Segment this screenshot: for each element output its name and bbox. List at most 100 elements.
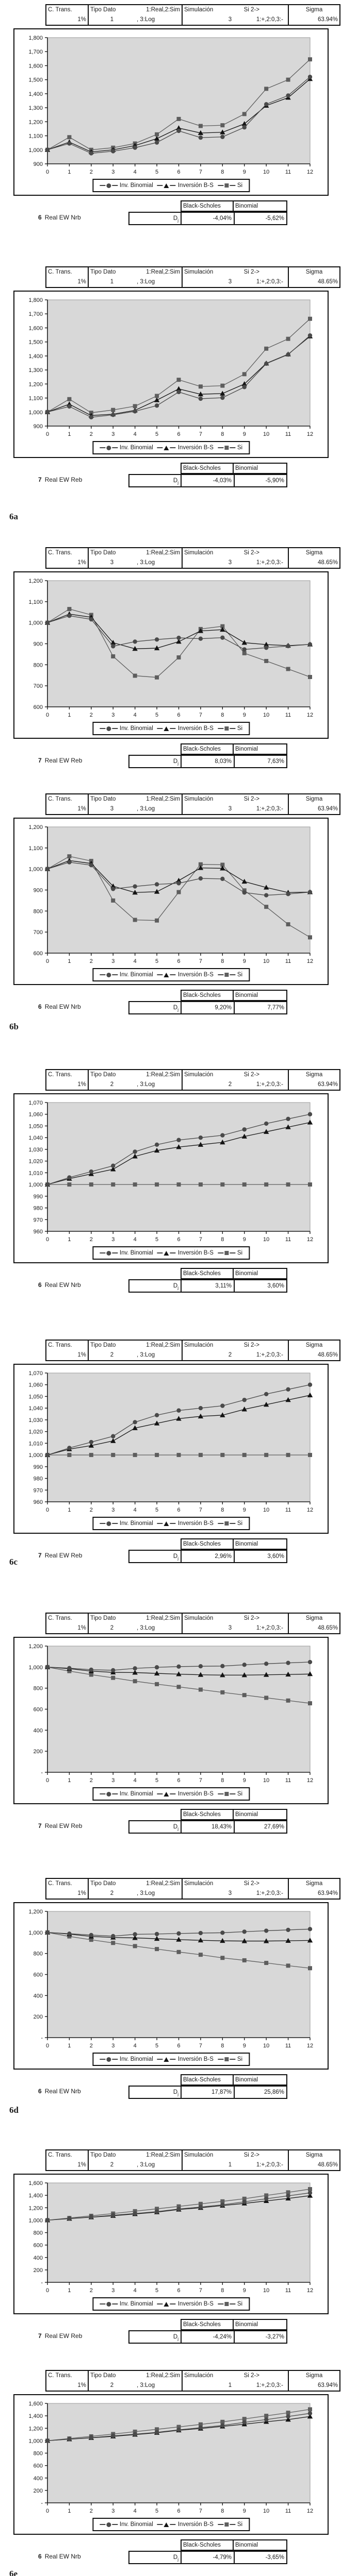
c-trans-label: C. Trans.: [48, 1880, 72, 1887]
tipo-dato-value: 1: [110, 16, 114, 23]
chart-frame: 960 970 980 990 1,000 1,010 1,020 1,030 1,040 1,0…: [13, 1093, 329, 1263]
tipo-dato-legend-2: , 3:Log: [137, 560, 155, 566]
series-binomial: [45, 1659, 313, 1673]
svg-text:11: 11: [285, 1236, 291, 1243]
black-scholes-value: 3,11%: [182, 1280, 235, 1292]
simulacion-cell: Simulación Si 2-> 2 1:+,2:0,3:-: [182, 1070, 288, 1090]
svg-text:-: -: [41, 2280, 43, 2286]
binomial-value: 25,86%: [264, 2089, 284, 2095]
sigma-cell: Sigma 48.65%: [288, 1614, 339, 1633]
svg-text:1,200: 1,200: [28, 1643, 43, 1650]
d-label: Dj: [129, 2331, 182, 2343]
svg-text:10: 10: [263, 2508, 269, 2514]
result-table-header: Black-Scholes Binomial: [181, 200, 287, 212]
svg-text:600: 600: [34, 2463, 43, 2469]
simulacion-cell: Simulación Si 2-> 3 1:+,2:0,3:-: [182, 1614, 288, 1633]
svg-text:1: 1: [68, 2508, 71, 2514]
chart-section: C. Trans. 1% Tipo Dato 1:Real,2:Sim 1 , …: [0, 4, 358, 232]
params-table: C. Trans. 1% Tipo Dato 1:Real,2:Sim 2 , …: [45, 1878, 340, 1900]
chart-section: C. Trans. 1% Tipo Dato 1:Real,2:Sim 2 , …: [0, 1069, 358, 1299]
svg-text:4: 4: [134, 169, 137, 175]
tipo-dato-legend-1: 1:Real,2:Sim: [146, 269, 180, 275]
svg-text:6: 6: [177, 169, 180, 175]
svg-text:990: 990: [34, 1464, 43, 1470]
tipo-dato-legend-2: , 3:Log: [137, 1352, 155, 1358]
svg-text:1,000: 1,000: [28, 2217, 43, 2224]
legend-item-inv-binomial: Inv. Binomial: [99, 1520, 153, 1527]
tipo-dato-cell: Tipo Dato 1:Real,2:Sim 2 , 3:Log: [88, 1614, 182, 1633]
result-table-header: Black-Scholes Binomial: [181, 990, 287, 1001]
portfolio-label: 7 Real EW Reb: [38, 757, 82, 764]
tipo-dato-label: Tipo Dato: [90, 1072, 116, 1078]
result-table-header: Black-Scholes Binomial: [181, 463, 287, 474]
svg-text:6: 6: [177, 1777, 180, 1784]
svg-text:1,070: 1,070: [28, 1100, 43, 1106]
result-table-row: Dj 3,11% 3,60%: [128, 1279, 287, 1293]
black-scholes-value: -4,24%: [182, 2331, 235, 2343]
result-table-row: Dj -4,79% -3,65%: [128, 2551, 287, 2564]
legend-item-inversion-bs: Inversión B-S: [157, 725, 214, 732]
si2-legend: 1:+,2:0,3:-: [256, 2162, 283, 2168]
svg-text:1: 1: [68, 2043, 71, 2049]
chart-legend: Inv. Binomial Inversión B-S Si: [92, 2053, 250, 2066]
chart-section: C. Trans. 1% Tipo Dato 1:Real,2:Sim 2 , …: [0, 2370, 358, 2571]
binomial-header: Binomial: [235, 1270, 258, 1277]
legend-item-si: Si: [217, 725, 242, 732]
triangle-marker-icon: [164, 2301, 169, 2307]
c-trans-value: 1%: [77, 279, 86, 285]
chart-section: C. Trans. 1% Tipo Dato 1:Real,2:Sim 2 , …: [0, 1340, 358, 1570]
c-trans-value: 1%: [77, 1890, 86, 1896]
tipo-dato-legend-2: , 3:Log: [137, 279, 155, 285]
legend-item-si: Si: [217, 1250, 242, 1256]
chart-legend: Inv. Binomial Inversión B-S Si: [92, 2297, 250, 2311]
svg-text:1,020: 1,020: [28, 1159, 43, 1165]
portfolio-number: 6: [38, 1003, 42, 1010]
legend-label: Inv. Binomial: [119, 445, 153, 451]
svg-text:3: 3: [111, 712, 115, 718]
sigma-value: 63.94%: [317, 2382, 338, 2388]
portfolio-label: 6 Real EW Nrb: [38, 2088, 81, 2095]
svg-text:10: 10: [263, 1777, 269, 1784]
svg-text:6: 6: [177, 2043, 180, 2049]
binomial-header: Binomial: [235, 2321, 258, 2328]
svg-text:2: 2: [90, 1777, 93, 1784]
legend-label: Si: [237, 445, 243, 451]
d-label: Dj: [129, 2087, 182, 2098]
chart-legend: Inv. Binomial Inversión B-S Si: [92, 968, 250, 981]
si2-legend: 1:+,2:0,3:-: [256, 1890, 283, 1896]
svg-text:0: 0: [46, 2508, 49, 2514]
svg-text:1,010: 1,010: [28, 1440, 43, 1447]
svg-text:970: 970: [34, 1217, 43, 1223]
series-binomial: [45, 1927, 313, 1939]
legend-label: Inv. Binomial: [119, 725, 153, 732]
svg-text:4: 4: [134, 1236, 137, 1243]
chart-legend: Inv. Binomial Inversión B-S Si: [92, 441, 250, 454]
svg-text:1,100: 1,100: [28, 133, 43, 140]
legend-label: Inversión B-S: [177, 1520, 214, 1527]
simulacion-value: 3: [228, 560, 232, 566]
portfolio-name: Real EW Nrb: [44, 214, 81, 221]
sigma-cell: Sigma 63.94%: [288, 5, 339, 25]
tipo-dato-value: 2: [110, 2162, 114, 2168]
svg-text:700: 700: [34, 683, 43, 689]
svg-text:800: 800: [34, 1951, 43, 1957]
legend-item-inv-binomial: Inv. Binomial: [99, 1791, 153, 1797]
tipo-dato-legend-2: , 3:Log: [137, 16, 155, 23]
portfolio-name: Real EW Nrb: [44, 1281, 81, 1289]
result-table-row: Dj 18,43% 27,69%: [128, 1820, 287, 1834]
legend-item-inversion-bs: Inversión B-S: [157, 2521, 214, 2528]
svg-text:980: 980: [34, 1476, 43, 1482]
svg-text:200: 200: [34, 1749, 43, 1755]
svg-text:5: 5: [155, 169, 158, 175]
svg-text:6: 6: [177, 1507, 180, 1513]
tipo-dato-label: Tipo Dato: [90, 2152, 116, 2158]
si2-label: Si 2->: [243, 1615, 259, 1621]
si2-label: Si 2->: [243, 796, 259, 802]
chart-frame: 900 1,000 1,100 1,200 1,300 1,400 1,500 1,600 1,…: [13, 28, 329, 196]
result-table-row: Dj -4,24% -3,27%: [128, 2330, 287, 2344]
sigma-cell: Sigma 63.94%: [288, 794, 339, 814]
chart-section: C. Trans. 1% Tipo Dato 1:Real,2:Sim 3 , …: [0, 547, 358, 775]
black-scholes-header: Black-Scholes: [182, 1539, 234, 1549]
